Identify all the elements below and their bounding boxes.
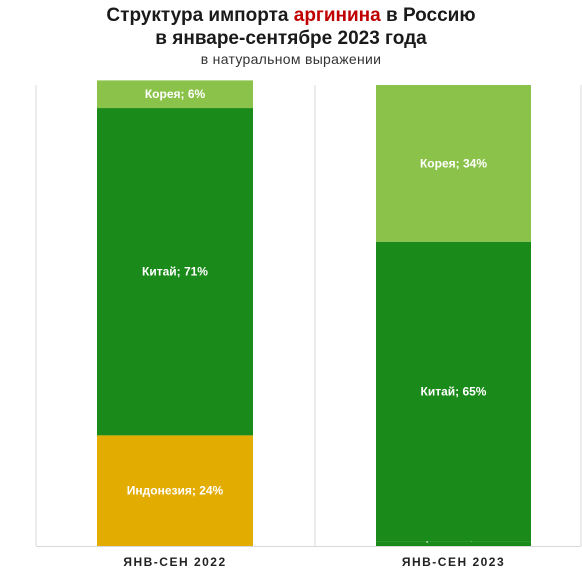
bar-data-label: Китай; 65% xyxy=(421,385,487,399)
chart-subtitle: в натуральном выражении xyxy=(200,51,382,67)
bar-segment-Индонезия xyxy=(97,435,253,546)
bar-segment-Германия xyxy=(376,541,531,546)
chart-title-part2: в Россию xyxy=(380,5,476,26)
bar-data-label: Корея; 6% xyxy=(145,87,206,101)
x-tick-label: ЯНВ-СЕН 2023 xyxy=(402,555,505,569)
x-tick-label: ЯНВ-СЕН 2022 xyxy=(123,555,226,569)
chart-header: Структура импорта аргинина в Россию в ян… xyxy=(0,4,582,67)
chart-title: Структура импорта аргинина в Россию xyxy=(0,4,582,27)
bar-data-label: Китай; 71% xyxy=(142,265,208,279)
chart-title-part1: Структура импорта xyxy=(106,5,294,26)
bar-segment-Корея xyxy=(376,85,531,242)
bar-data-label: Корея; 34% xyxy=(420,156,487,170)
bar-segment-Корея xyxy=(97,80,253,109)
chart-title-accent: аргинина xyxy=(293,5,381,26)
chart-title-line2: в январе-сентябре 2023 года xyxy=(155,28,427,49)
bar-data-label: Индонезия; 24% xyxy=(127,484,224,498)
bar-segment-Китай xyxy=(376,241,531,542)
bar-segment-Китай xyxy=(97,108,253,436)
